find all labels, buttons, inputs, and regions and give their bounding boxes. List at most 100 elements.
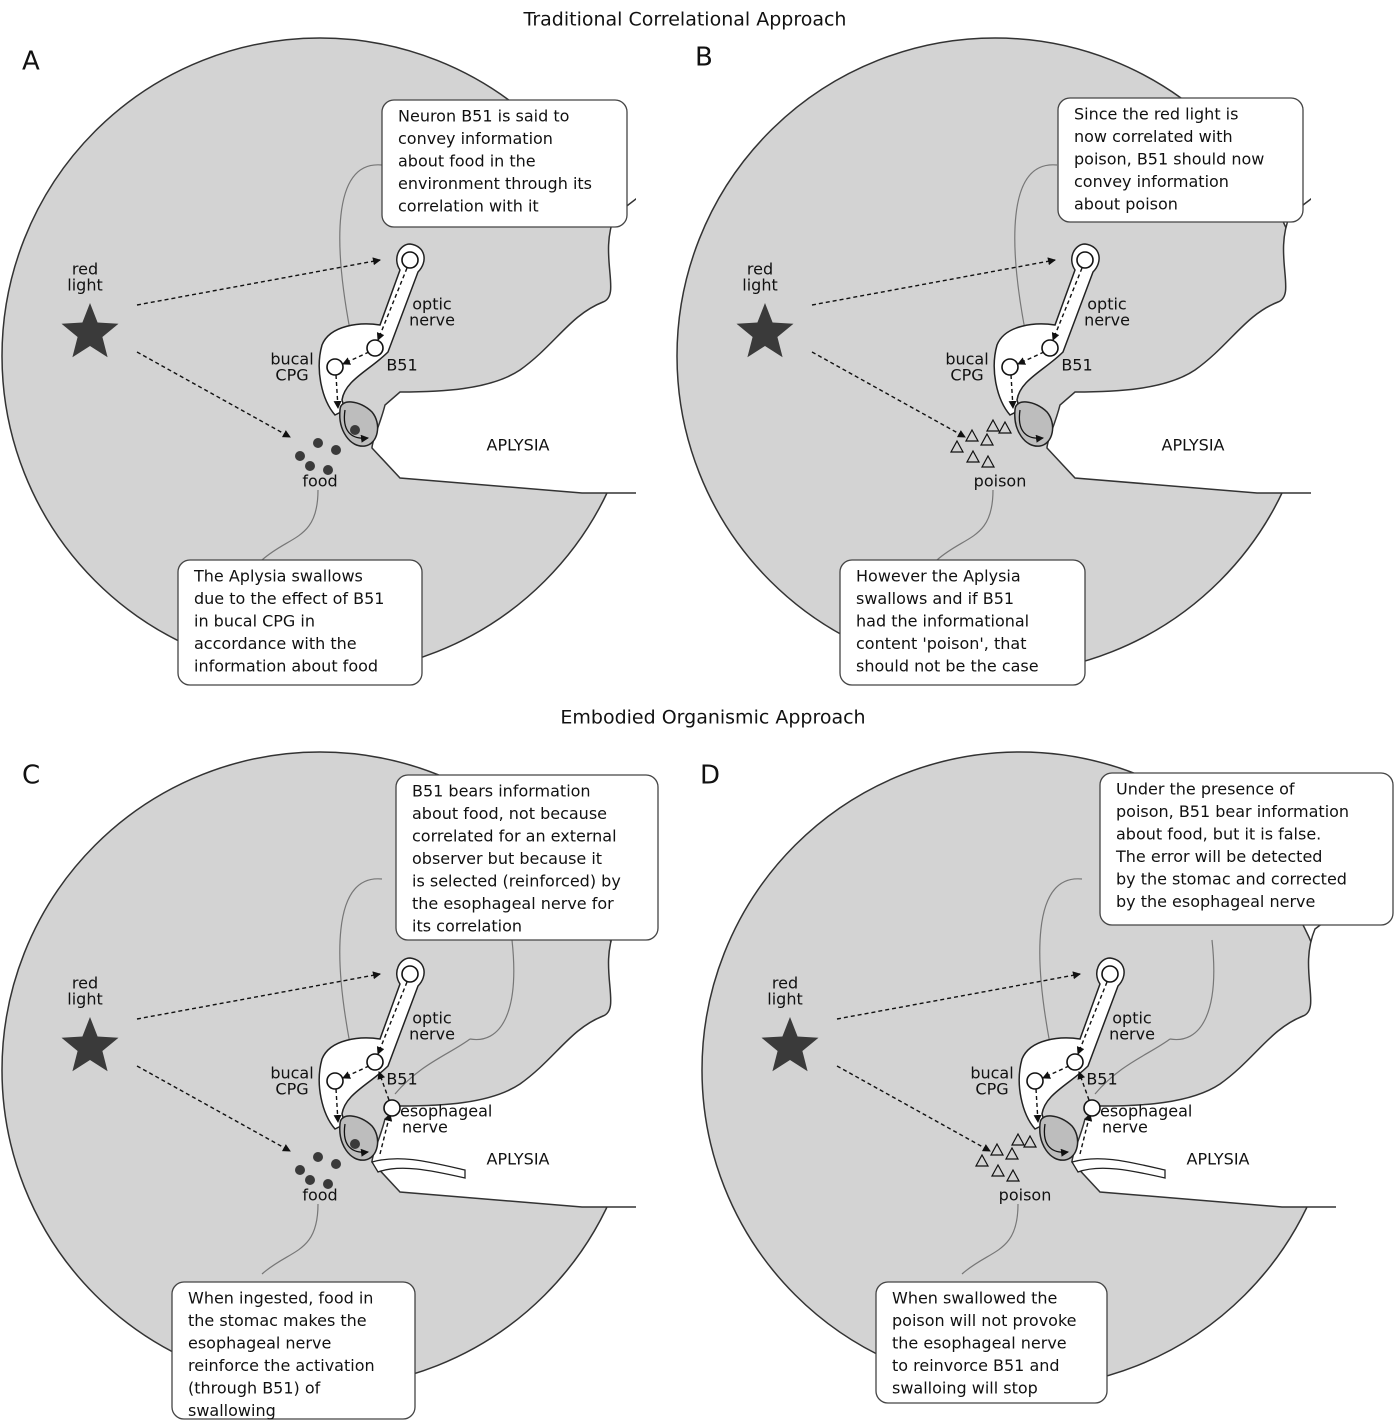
bucal-label: bucal — [270, 1064, 313, 1083]
cpg-neuron — [1001, 358, 1019, 376]
optic-neuron — [401, 965, 419, 983]
food-item — [295, 1165, 305, 1175]
food-item — [331, 1159, 341, 1169]
top-callout-line: now correlated with — [1074, 127, 1233, 146]
food-item — [323, 465, 333, 475]
top-callout-line: Since the red light is — [1074, 105, 1238, 124]
section-title: Embodied Organismic Approach — [560, 707, 865, 729]
top-callout-line: environment through its — [398, 174, 592, 193]
bottom-callout — [171, 1281, 416, 1420]
cpg-arrow — [1033, 1088, 1042, 1123]
connector — [469, 939, 515, 1041]
poison-item — [1022, 1134, 1038, 1148]
top-callout-line: convey information — [398, 129, 553, 148]
cpg-arrow — [333, 374, 342, 409]
bottom-callout-line: to reinvorce B51 and — [892, 1356, 1060, 1375]
top-callout-line: about food, but it is false. — [1116, 825, 1321, 844]
poison-item — [974, 1153, 990, 1167]
esophageal-fiber — [1094, 1038, 1171, 1095]
outside-region — [371, 148, 701, 494]
stomach-arrow — [1043, 1123, 1069, 1157]
b51-arrow — [342, 351, 370, 365]
top-callout-line: the esophageal nerve for — [412, 894, 614, 913]
red-light-label: light — [67, 990, 102, 1009]
red-light-label: light — [742, 276, 777, 295]
food-item — [313, 1152, 323, 1162]
stomach-arrow — [343, 409, 369, 443]
red-light-label: light — [67, 276, 102, 295]
top-callout-line: by the esophageal nerve — [1116, 892, 1315, 911]
outside-region — [1046, 148, 1376, 494]
connector — [936, 489, 994, 561]
bucal-region — [318, 957, 425, 1130]
organism-label: APLYSIA — [1187, 1150, 1250, 1169]
bottom-callout-line: poison will not provoke — [892, 1311, 1077, 1330]
panel-letter: A — [22, 47, 40, 77]
neuron-label: B51 — [386, 1070, 417, 1089]
poison-item — [990, 1163, 1006, 1177]
edge-cover — [1311, 140, 1391, 500]
esophageal-label: esophageal — [400, 1102, 492, 1121]
cpg-neuron — [326, 1072, 344, 1090]
bottom-callout-line: had the informational — [856, 612, 1029, 631]
optic-label: nerve — [1109, 1025, 1155, 1044]
top-callout — [395, 774, 659, 941]
food-item — [305, 461, 315, 471]
bottom-callout-line: due to the effect of B51 — [194, 589, 384, 608]
optic-neuron — [1101, 965, 1119, 983]
bucal-label: CPG — [275, 366, 308, 385]
bucal-label: CPG — [975, 1080, 1008, 1099]
food-item — [323, 1179, 333, 1189]
red-light-star — [61, 303, 119, 358]
connector — [1014, 164, 1058, 331]
b51-arrow — [342, 1065, 370, 1079]
esophageal-label: nerve — [1102, 1118, 1148, 1137]
light-arrow — [811, 257, 1056, 306]
bucal-region — [993, 243, 1100, 416]
panel-letter: D — [700, 761, 720, 791]
cpg-arrow — [1008, 374, 1017, 409]
optic-neuron — [401, 251, 419, 269]
poison-item — [985, 418, 1001, 432]
connector — [261, 1203, 319, 1275]
bottom-callout-line: information about food — [194, 657, 378, 676]
poison-item — [1010, 1132, 1026, 1146]
esophageal-label: esophageal — [1100, 1102, 1192, 1121]
connector — [961, 1203, 1019, 1275]
bottom-callout-line: content 'poison', that — [856, 634, 1026, 653]
red-light-label: red — [772, 974, 798, 993]
light-arrow — [836, 971, 1081, 1020]
esophageal-neuron — [383, 1099, 401, 1117]
food-item — [350, 1139, 360, 1149]
light-stimulus-line — [136, 351, 291, 438]
red-light-label: light — [767, 990, 802, 1009]
optic-label: nerve — [409, 311, 455, 330]
red-light-label: red — [72, 974, 98, 993]
bottom-callout-line: (through B51) of — [188, 1379, 321, 1398]
poison-item — [980, 454, 996, 468]
food-item — [295, 451, 305, 461]
top-callout-line: Neuron B51 is said to — [398, 107, 569, 126]
top-callout-line: correlation with it — [398, 197, 539, 216]
neuron-label: B51 — [386, 356, 417, 375]
bottom-callout-line: the stomac makes the — [188, 1311, 367, 1330]
bottom-callout-line: The Aplysia swallows — [193, 567, 363, 586]
connector — [339, 164, 383, 331]
poison-item — [965, 449, 981, 463]
esophageal-label: nerve — [402, 1118, 448, 1137]
bucal-label: bucal — [945, 350, 988, 369]
light-arrow — [136, 971, 381, 1020]
bottom-callout-line: should not be the case — [856, 657, 1039, 676]
neuron-label: B51 — [1061, 356, 1092, 375]
optic-label: optic — [412, 1009, 451, 1028]
bottom-callout-line: However the Aplysia — [856, 567, 1021, 586]
bucal-region — [318, 243, 425, 416]
bottom-callout-line: When ingested, food in — [188, 1289, 373, 1308]
optic-arrow — [1076, 981, 1108, 1055]
bottom-callout-line: the esophageal nerve — [892, 1334, 1067, 1353]
stomach-arrow — [343, 1123, 369, 1157]
b51-neuron — [1066, 1053, 1084, 1071]
top-callout-line: its correlation — [412, 917, 522, 936]
cpg-neuron — [1026, 1072, 1044, 1090]
